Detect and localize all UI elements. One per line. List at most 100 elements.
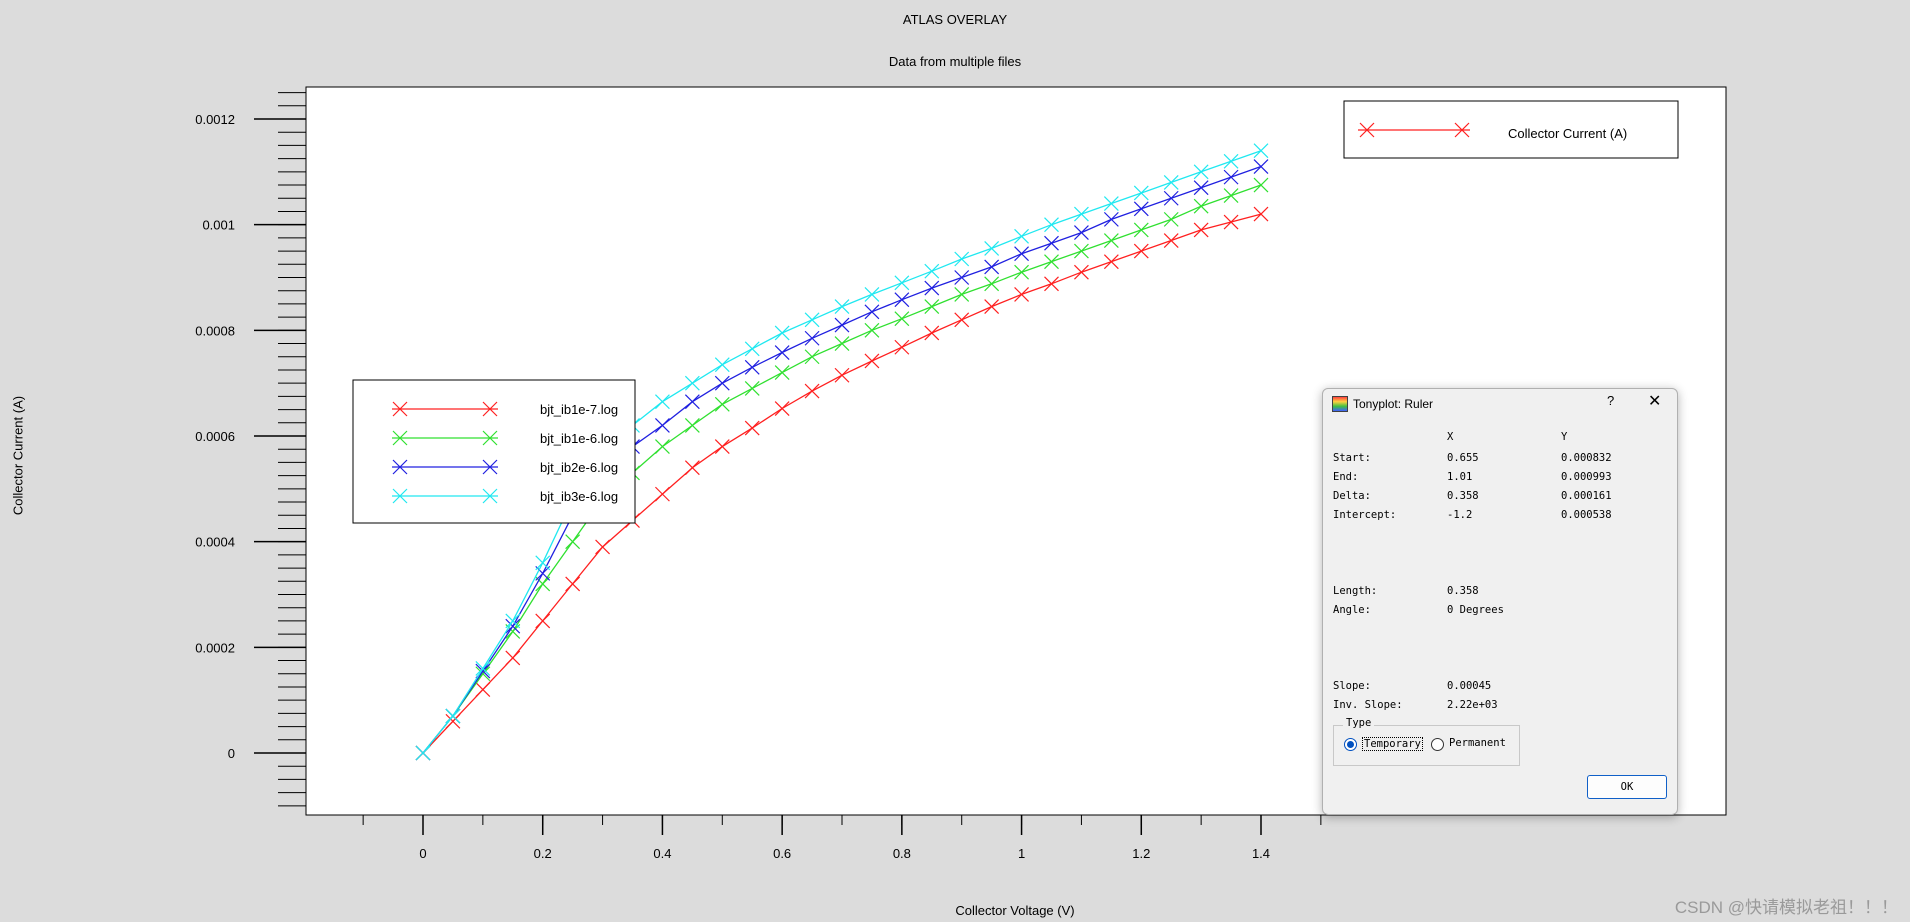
start-label: Start: bbox=[1333, 452, 1371, 464]
overlay-legend-swatch-marker bbox=[1359, 122, 1375, 138]
y-tick-label: 0.001 bbox=[202, 218, 235, 233]
inv-slope-value: 2.22e+03 bbox=[1447, 699, 1498, 711]
x-tick-label: 0.8 bbox=[893, 846, 911, 861]
series-3-point bbox=[1074, 225, 1089, 241]
legend-entry: bjt_ib3e-6.log bbox=[540, 489, 618, 504]
x-tick-label: 1 bbox=[1018, 846, 1025, 861]
x-tick-label: 1.4 bbox=[1252, 846, 1270, 861]
series-4-point bbox=[1163, 174, 1179, 190]
dialog-title: Tonyplot: Ruler bbox=[1353, 397, 1434, 411]
series-3-point bbox=[954, 270, 970, 285]
series-1-point bbox=[804, 383, 820, 399]
chart-subtitle: Data from multiple files bbox=[888, 54, 1022, 69]
series-2-point bbox=[984, 276, 1000, 292]
series-4-point bbox=[505, 613, 521, 629]
series-1-point bbox=[655, 486, 670, 502]
series-3-point bbox=[1103, 211, 1119, 227]
legend-swatch-marker bbox=[392, 459, 408, 475]
series-2-point bbox=[1253, 177, 1269, 193]
temporary-radio[interactable] bbox=[1344, 738, 1357, 751]
series-1-point bbox=[894, 339, 910, 355]
temporary-label[interactable]: Temporary bbox=[1362, 737, 1423, 751]
angle-value: 0 Degrees bbox=[1447, 604, 1504, 616]
series-4-point bbox=[1193, 164, 1209, 180]
series-3-point bbox=[1014, 246, 1029, 262]
series-2-point bbox=[804, 349, 820, 365]
series-3-point bbox=[505, 618, 521, 634]
legend-entry: bjt_ib2e-6.log bbox=[540, 460, 618, 475]
series-1-point bbox=[744, 420, 760, 436]
angle-label: Angle: bbox=[1333, 604, 1371, 616]
series-2-point bbox=[954, 286, 970, 302]
series-2-point bbox=[864, 322, 880, 338]
series-1-point bbox=[595, 539, 610, 555]
series-4-point bbox=[655, 394, 670, 410]
delta-label: Delta: bbox=[1333, 490, 1371, 502]
series-4-point bbox=[954, 251, 970, 267]
y-tick-label: 0.0002 bbox=[195, 640, 235, 655]
series-1-point bbox=[1074, 264, 1089, 280]
series-3-point bbox=[1253, 159, 1269, 174]
legend-swatch-marker bbox=[392, 488, 408, 504]
series-2-point bbox=[834, 336, 850, 351]
series-4-point bbox=[744, 341, 760, 357]
series-4-point bbox=[1253, 143, 1269, 159]
series-4-point bbox=[475, 661, 491, 676]
series-1-point bbox=[1193, 222, 1209, 238]
series-4-point bbox=[1223, 153, 1239, 169]
legend-swatch-marker bbox=[482, 488, 498, 504]
help-button[interactable]: ? bbox=[1607, 393, 1615, 408]
series-2-point bbox=[565, 534, 581, 550]
series-1-point bbox=[714, 439, 730, 454]
slope-value: 0.00045 bbox=[1447, 680, 1492, 692]
legend-swatch-marker bbox=[392, 430, 408, 446]
series-1-point bbox=[505, 650, 521, 666]
x-axis-label: Collector Voltage (V) bbox=[955, 903, 1075, 918]
series-3-point bbox=[744, 359, 760, 375]
permanent-label[interactable]: Permanent bbox=[1449, 737, 1506, 749]
series-3-point bbox=[1044, 235, 1059, 251]
y-tick-label: 0.0008 bbox=[195, 323, 235, 338]
series-4-point bbox=[1103, 196, 1119, 211]
series-1-point bbox=[1223, 214, 1239, 230]
permanent-radio[interactable] bbox=[1431, 738, 1444, 751]
watermark: CSDN @快请模拟老祖！！！ bbox=[1674, 898, 1898, 917]
series-2-point bbox=[1193, 198, 1209, 214]
series-4-point bbox=[894, 275, 910, 291]
series-1-point bbox=[475, 682, 491, 698]
series-2-point bbox=[505, 624, 521, 639]
series-1-point bbox=[1253, 206, 1269, 222]
intercept-label: Intercept: bbox=[1333, 509, 1397, 521]
delta-y-value: 0.000161 bbox=[1561, 490, 1612, 502]
series-4-point bbox=[445, 708, 461, 724]
length-value: 0.358 bbox=[1447, 585, 1479, 597]
series-2-point bbox=[894, 311, 910, 327]
series-4-point bbox=[714, 357, 730, 373]
series-3-point bbox=[535, 565, 551, 581]
end-y-value: 0.000993 bbox=[1561, 471, 1612, 483]
series-4-point bbox=[864, 286, 880, 302]
close-icon[interactable]: ✕ bbox=[1648, 393, 1662, 410]
x-tick-label: 0.4 bbox=[653, 846, 671, 861]
series-1-point bbox=[864, 353, 880, 369]
slope-label: Slope: bbox=[1333, 680, 1371, 692]
y-tick-label: 0.0006 bbox=[195, 429, 235, 444]
series-2-point bbox=[1223, 188, 1239, 204]
series-1-point bbox=[984, 299, 1000, 314]
ok-button[interactable]: OK bbox=[1587, 775, 1667, 799]
series-4-point bbox=[984, 241, 1000, 256]
series-3-point bbox=[1193, 180, 1209, 196]
series-2-point bbox=[684, 418, 700, 433]
series-3-point bbox=[864, 304, 880, 320]
series-1-point bbox=[1103, 254, 1119, 270]
legend-swatch-marker bbox=[482, 430, 498, 446]
delta-x-value: 0.358 bbox=[1447, 490, 1479, 502]
series-2-point bbox=[1014, 264, 1029, 280]
y-tick-label: 0.0012 bbox=[195, 112, 235, 127]
legend-swatch-marker bbox=[482, 459, 498, 475]
legend-swatch-marker bbox=[392, 401, 408, 417]
series-4-point bbox=[1074, 206, 1089, 222]
series-1-point bbox=[1014, 286, 1029, 302]
x-tick-label: 0.2 bbox=[534, 846, 552, 861]
